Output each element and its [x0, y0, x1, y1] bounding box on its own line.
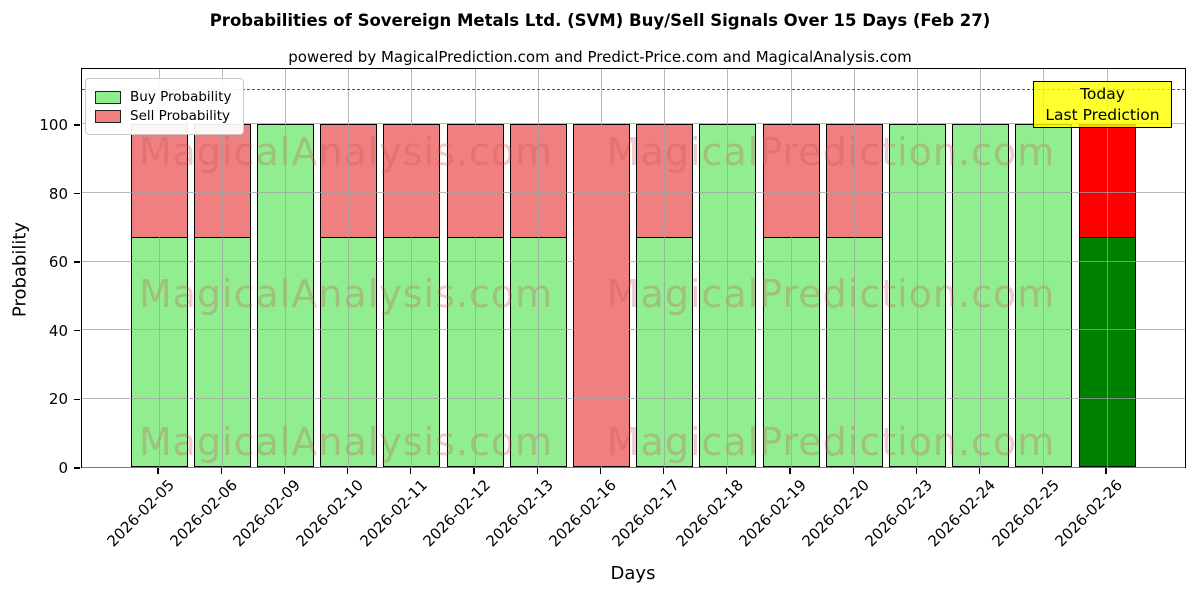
x-tick-mark [662, 468, 665, 474]
x-gridline [1106, 69, 1108, 467]
x-tick-label: 2026-02-17 [608, 476, 684, 551]
x-tick-label: 2026-02-18 [672, 476, 747, 551]
legend: Buy Probability Sell Probability [85, 78, 245, 135]
legend-item-sell: Sell Probability [95, 108, 231, 124]
y-tick-mark [74, 330, 80, 332]
x-gridline [348, 69, 350, 467]
watermark-text: MagicalPrediction.com [606, 272, 1056, 316]
watermark-text: MagicalAnalysis.com [138, 272, 554, 316]
x-tick-mark [346, 468, 349, 474]
x-gridline [284, 69, 286, 467]
x-tick-mark [915, 468, 918, 474]
legend-sell-label: Sell Probability [130, 108, 231, 124]
x-tick-mark [978, 468, 981, 474]
x-tick-label: 2026-02-09 [229, 476, 305, 551]
x-tick-mark [852, 468, 854, 474]
x-gridline [221, 69, 223, 467]
x-tick-label: 2026-02-25 [988, 476, 1063, 551]
y-tick-label: 80 [48, 184, 68, 203]
x-gridline [853, 69, 855, 467]
buy-swatch-icon [95, 90, 121, 104]
x-tick-label: 2026-02-06 [166, 476, 241, 551]
x-tick-mark [1042, 468, 1044, 474]
x-tick-label: 2026-02-12 [419, 476, 494, 551]
legend-item-buy: Buy Probability [95, 89, 231, 105]
x-gridline [158, 69, 160, 467]
x-gridline [411, 69, 413, 467]
x-tick-mark [1105, 468, 1107, 474]
x-gridline [664, 69, 666, 467]
watermark-text: MagicalAnalysis.com [138, 130, 554, 174]
x-tick-mark [726, 468, 728, 474]
x-tick-mark [536, 468, 538, 474]
x-tick-mark [599, 468, 602, 474]
x-gridline [537, 69, 539, 467]
x-gridline [790, 69, 792, 467]
y-tick-label: 40 [48, 321, 68, 340]
watermark-text: MagicalPrediction.com [606, 420, 1056, 464]
sell-swatch-icon [95, 109, 121, 123]
threshold-dashed-line [82, 88, 1185, 90]
y-gridline [82, 466, 1185, 468]
x-axis-label: Days [610, 563, 656, 584]
x-tick-label: 2026-02-19 [735, 476, 810, 551]
x-tick-label: 2026-02-11 [356, 476, 431, 551]
annotation-line2: Last Prediction [1045, 106, 1160, 124]
y-gridline [82, 192, 1185, 194]
watermark-text: MagicalPrediction.com [606, 130, 1056, 174]
x-tick-mark [283, 468, 286, 474]
y-gridline [82, 260, 1185, 262]
y-tick-mark [74, 467, 80, 469]
today-annotation: Today Last Prediction [1033, 81, 1172, 128]
annotation-line1: Today [1080, 85, 1125, 103]
x-tick-mark [410, 468, 412, 474]
x-tick-label: 2026-02-26 [1051, 476, 1126, 551]
y-tick-label: 60 [48, 253, 68, 272]
x-tick-label: 2026-02-23 [861, 476, 937, 551]
x-tick-mark [220, 468, 222, 474]
x-gridline [916, 69, 918, 467]
x-tick-label: 2026-02-10 [292, 476, 368, 551]
x-tick-label: 2026-02-24 [924, 476, 1000, 551]
x-tick-mark [157, 468, 159, 474]
chart-subtitle: powered by MagicalPrediction.com and Pre… [288, 48, 912, 66]
y-gridline [82, 397, 1185, 399]
y-tick-mark [74, 192, 80, 195]
plot-area: MagicalAnalysis.com MagicalPrediction.com… [81, 68, 1186, 468]
x-gridline [600, 69, 602, 467]
x-tick-label: 2026-02-05 [103, 476, 178, 551]
y-tick-label: 20 [48, 390, 68, 409]
x-gridline [727, 69, 729, 467]
x-tick-label: 2026-02-13 [482, 476, 557, 551]
y-tick-label: 100 [39, 115, 68, 134]
x-tick-label: 2026-02-20 [798, 476, 873, 551]
x-gridline [474, 69, 476, 467]
y-tick-mark [74, 398, 80, 401]
x-tick-mark [473, 468, 475, 474]
legend-buy-label: Buy Probability [130, 89, 232, 105]
y-tick-label: 0 [58, 459, 68, 477]
chart-title: Probabilities of Sovereign Metals Ltd. (… [209, 11, 991, 30]
watermark-text: MagicalAnalysis.com [138, 420, 554, 464]
x-tick-label: 2026-02-16 [545, 476, 621, 551]
y-tick-mark [74, 124, 80, 126]
x-gridline [980, 69, 982, 467]
y-tick-mark [74, 261, 80, 263]
y-gridline [82, 329, 1185, 331]
x-tick-mark [789, 468, 791, 474]
x-gridline [1043, 69, 1045, 467]
y-gridline [82, 123, 1185, 125]
